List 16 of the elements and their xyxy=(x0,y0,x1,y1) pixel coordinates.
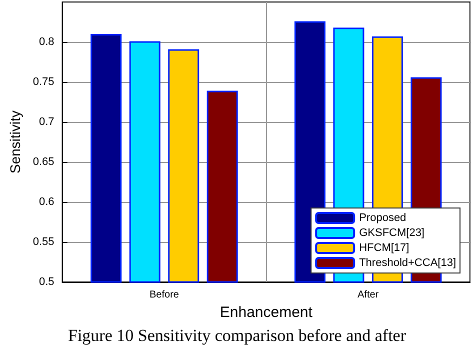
y-tick-label: 0.8 xyxy=(39,36,54,48)
legend-label: Proposed xyxy=(359,212,406,224)
legend-label: GKSFCM[23] xyxy=(359,227,424,239)
x-axis-title: Enhancement xyxy=(220,304,314,321)
y-tick-label: 0.65 xyxy=(32,156,54,168)
caption: Figure 10 Sensitivity comparison before and after xyxy=(68,326,406,345)
y-tick-label: 0.55 xyxy=(32,236,54,248)
y-tick-label: 0.7 xyxy=(39,116,54,128)
y-axis-title: Sensitivity xyxy=(7,110,23,174)
y-tick-label: 0.75 xyxy=(32,76,54,88)
x-tick-label: Before xyxy=(150,290,180,300)
legend-label: HFCM[17] xyxy=(359,242,410,254)
y-tick-label: 0.5 xyxy=(39,276,54,288)
x-tick-label: After xyxy=(358,290,380,300)
legend-label: Threshold+CCA[13] xyxy=(359,257,456,269)
y-tick-label: 0.6 xyxy=(39,196,54,208)
